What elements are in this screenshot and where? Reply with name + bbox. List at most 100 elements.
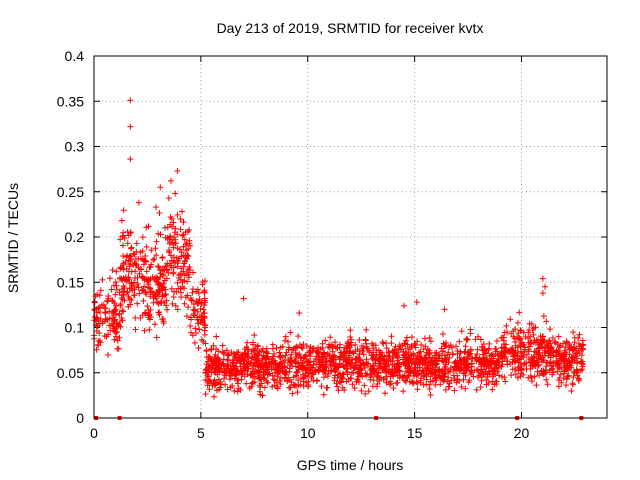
data-point	[245, 346, 252, 353]
data-point	[450, 366, 457, 373]
data-point	[219, 342, 226, 349]
data-point	[478, 358, 485, 365]
data-point	[334, 344, 341, 351]
data-point	[544, 359, 551, 366]
data-point	[260, 372, 267, 379]
data-point	[363, 340, 370, 347]
data-point	[97, 309, 104, 316]
data-point	[477, 370, 484, 377]
data-point	[387, 378, 394, 385]
data-point	[106, 275, 113, 282]
data-point	[367, 374, 374, 381]
data-point	[183, 313, 190, 320]
data-point	[507, 349, 514, 356]
data-point	[226, 372, 233, 379]
data-point	[375, 347, 382, 354]
data-point	[541, 357, 548, 364]
data-point	[321, 349, 328, 356]
data-point	[147, 306, 154, 313]
data-point	[568, 388, 575, 395]
data-point	[112, 326, 119, 333]
data-point	[521, 346, 528, 353]
data-point	[172, 259, 179, 266]
data-point	[139, 287, 146, 294]
data-point	[220, 375, 227, 382]
data-point	[425, 365, 432, 372]
data-point	[288, 357, 295, 364]
data-point	[95, 342, 102, 349]
data-point	[512, 365, 519, 372]
data-point	[517, 335, 524, 342]
data-point	[230, 365, 237, 372]
data-point	[133, 283, 140, 290]
data-point	[346, 344, 353, 351]
data-point	[168, 257, 175, 264]
data-point	[362, 370, 369, 377]
data-point	[117, 323, 124, 330]
data-point	[356, 356, 363, 363]
data-point	[540, 338, 547, 345]
data-point	[210, 342, 217, 349]
data-point	[391, 346, 398, 353]
data-point	[415, 359, 422, 366]
data-point	[369, 340, 375, 347]
data-point	[467, 371, 474, 378]
data-point	[577, 367, 584, 374]
data-point	[409, 378, 416, 385]
data-point	[258, 380, 265, 387]
data-point	[576, 376, 583, 383]
data-point	[536, 349, 543, 356]
data-point	[215, 365, 222, 372]
data-point	[353, 355, 360, 362]
data-point	[296, 364, 303, 371]
data-point	[400, 302, 407, 309]
data-point	[251, 378, 258, 385]
data-point	[550, 369, 557, 376]
y-tick-label: 0	[76, 410, 84, 426]
data-point	[244, 361, 251, 368]
data-point	[215, 376, 222, 383]
data-point	[343, 350, 350, 357]
data-point	[162, 263, 169, 270]
data-point	[204, 382, 211, 389]
data-point	[448, 377, 455, 384]
data-point	[453, 379, 460, 386]
data-point	[150, 256, 157, 263]
data-point	[132, 326, 139, 333]
data-point	[220, 362, 227, 369]
data-point	[561, 370, 568, 377]
data-point	[383, 379, 390, 386]
data-point	[293, 354, 300, 361]
data-point	[253, 356, 260, 363]
data-point	[534, 368, 541, 375]
y-tick-label: 0.05	[57, 365, 84, 381]
data-point	[119, 286, 126, 293]
data-point	[166, 236, 173, 243]
data-point	[486, 352, 493, 359]
data-point	[91, 314, 98, 321]
data-point	[302, 353, 309, 360]
data-point	[318, 362, 325, 369]
data-point	[530, 354, 537, 361]
data-point	[525, 356, 532, 363]
data-point	[306, 370, 313, 377]
data-point	[402, 378, 409, 385]
data-point	[93, 309, 100, 316]
data-point	[354, 346, 361, 353]
data-point	[155, 309, 162, 316]
data-point	[382, 360, 389, 367]
data-point	[167, 252, 174, 259]
data-point	[178, 253, 185, 260]
data-point	[191, 307, 198, 314]
data-point	[508, 372, 515, 379]
data-point	[477, 384, 484, 391]
data-point	[315, 344, 322, 351]
data-point	[218, 366, 225, 373]
data-point	[105, 351, 112, 358]
data-point	[231, 353, 238, 360]
data-point	[408, 334, 415, 341]
data-point	[437, 381, 444, 388]
data-point	[146, 326, 153, 333]
data-point	[204, 358, 211, 365]
data-point	[212, 364, 219, 371]
